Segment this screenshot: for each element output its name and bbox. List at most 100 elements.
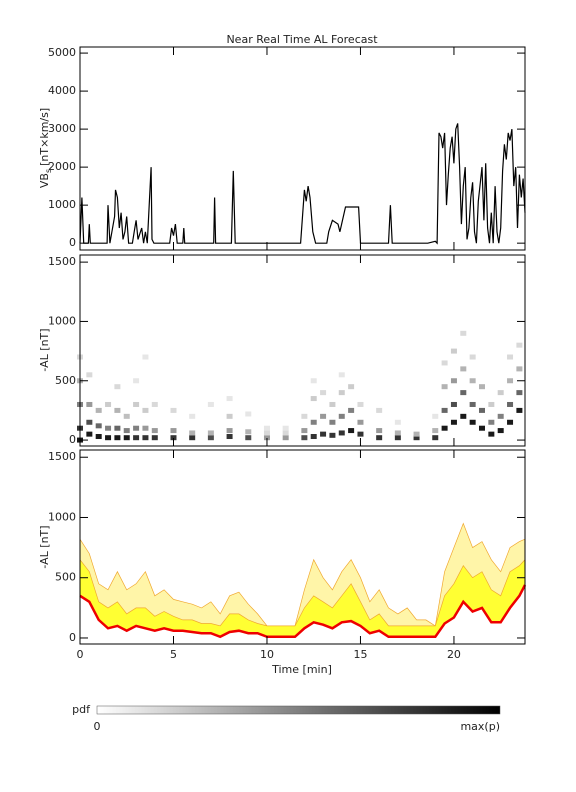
y-tick-label: 1000: [48, 198, 76, 211]
pdf-cell: [133, 378, 140, 384]
pdf-cell: [413, 431, 420, 437]
pdf-cell: [507, 401, 514, 407]
pdf-cell: [95, 407, 102, 413]
pdf-cell: [488, 419, 495, 425]
pdf-cell: [207, 401, 214, 407]
pdf-cell: [105, 401, 112, 407]
pdf-cell: [226, 396, 233, 402]
pdf-cell: [151, 435, 158, 441]
pdf-cell: [450, 348, 457, 354]
pdf-cell: [320, 431, 327, 437]
y-tick-label: 0: [69, 433, 76, 446]
pdf-cell: [497, 390, 504, 396]
pdf-cell: [516, 366, 523, 372]
pdf-cell: [310, 419, 317, 425]
y-tick-label: 2000: [48, 160, 76, 173]
chart-title: Near Real Time AL Forecast: [226, 33, 378, 46]
pdf-cell: [282, 425, 289, 431]
pdf-cell: [114, 407, 121, 413]
pdf-cell: [114, 384, 121, 390]
pdf-cell: [86, 419, 93, 425]
y-tick-label: 4000: [48, 84, 76, 97]
pdf-cell: [488, 401, 495, 407]
pdf-cell: [263, 430, 270, 436]
pdf-cell: [441, 407, 448, 413]
y-tick-label: 1000: [48, 314, 76, 327]
pdf-cell: [338, 430, 345, 436]
pdf-cell: [376, 435, 383, 441]
pdf-cell: [170, 428, 177, 434]
pdf-cell: [460, 330, 467, 336]
pdf-cell: [282, 435, 289, 441]
pdf-cell: [320, 390, 327, 396]
pdf-cell: [516, 407, 523, 413]
x-tick-label: 15: [353, 648, 367, 661]
y-axis-label: -AL [nT]: [38, 525, 51, 568]
pdf-cell: [516, 390, 523, 396]
pdf-cell: [376, 428, 383, 434]
y-tick-label: 5000: [48, 46, 76, 59]
pdf-cell: [320, 413, 327, 419]
pdf-cell: [469, 401, 476, 407]
pdf-cell: [151, 428, 158, 434]
pdf-cell: [507, 354, 514, 360]
colorbar-label: pdf: [72, 703, 91, 716]
pdf-cell: [450, 419, 457, 425]
plot-frame: [79, 254, 526, 447]
vbs-line: [79, 123, 526, 245]
pdf-cell: [329, 419, 336, 425]
pdf-cell: [394, 435, 401, 441]
pdf-cell: [394, 430, 401, 436]
pdf-cell: [469, 419, 476, 425]
pdf-cell: [329, 432, 336, 438]
pdf-cell: [86, 401, 93, 407]
pdf-cell: [301, 428, 308, 434]
pdf-cell: [338, 413, 345, 419]
pdf-cell: [142, 407, 149, 413]
colorbar-max: max(p): [460, 720, 500, 733]
pdf-cell: [450, 401, 457, 407]
pdf-cell: [95, 423, 102, 429]
colorbar-min: 0: [94, 720, 101, 733]
pdf-cell: [310, 396, 317, 402]
pdf-cell: [478, 425, 485, 431]
pdf-cell: [151, 401, 158, 407]
pdf-cell: [123, 413, 130, 419]
pdf-cell: [338, 372, 345, 378]
y-label-main: VB: [38, 173, 51, 188]
pdf-cell: [189, 435, 196, 441]
pdf-cell: [170, 407, 177, 413]
y-axis-label: VBs [nT×km/s]: [38, 108, 53, 188]
pdf-cell: [450, 378, 457, 384]
x-tick-label: 10: [260, 648, 274, 661]
pdf-cell: [133, 401, 140, 407]
pdf-cell: [142, 425, 149, 431]
pdf-cell: [95, 434, 102, 440]
pdf-cell: [394, 419, 401, 425]
pdf-cell: [207, 435, 214, 441]
y-label-sub: s: [44, 169, 53, 173]
pdf-cell: [189, 413, 196, 419]
pdf-cell: [469, 354, 476, 360]
pdf-cell: [441, 384, 448, 390]
pdf-cell: [86, 372, 93, 378]
pdf-cell: [170, 435, 177, 441]
pdf-cell: [301, 435, 308, 441]
pdf-cell: [376, 407, 383, 413]
y-axis-label: -AL [nT]: [38, 328, 51, 371]
x-tick-label: 0: [77, 648, 84, 661]
pdf-cell: [469, 378, 476, 384]
y-tick-label: 500: [55, 571, 76, 584]
pdf-cell: [441, 360, 448, 366]
colorbar: [96, 705, 501, 715]
y-tick-label: 3000: [48, 122, 76, 135]
pdf-cell: [114, 435, 121, 441]
pdf-cell: [263, 425, 270, 431]
pdf-cell: [338, 390, 345, 396]
pdf-cell: [245, 435, 252, 441]
pdf-cell: [357, 401, 364, 407]
pdf-cell: [507, 378, 514, 384]
pdf-cell: [105, 425, 112, 431]
pdf-cell: [348, 428, 355, 434]
pdf-cell: [226, 428, 233, 434]
